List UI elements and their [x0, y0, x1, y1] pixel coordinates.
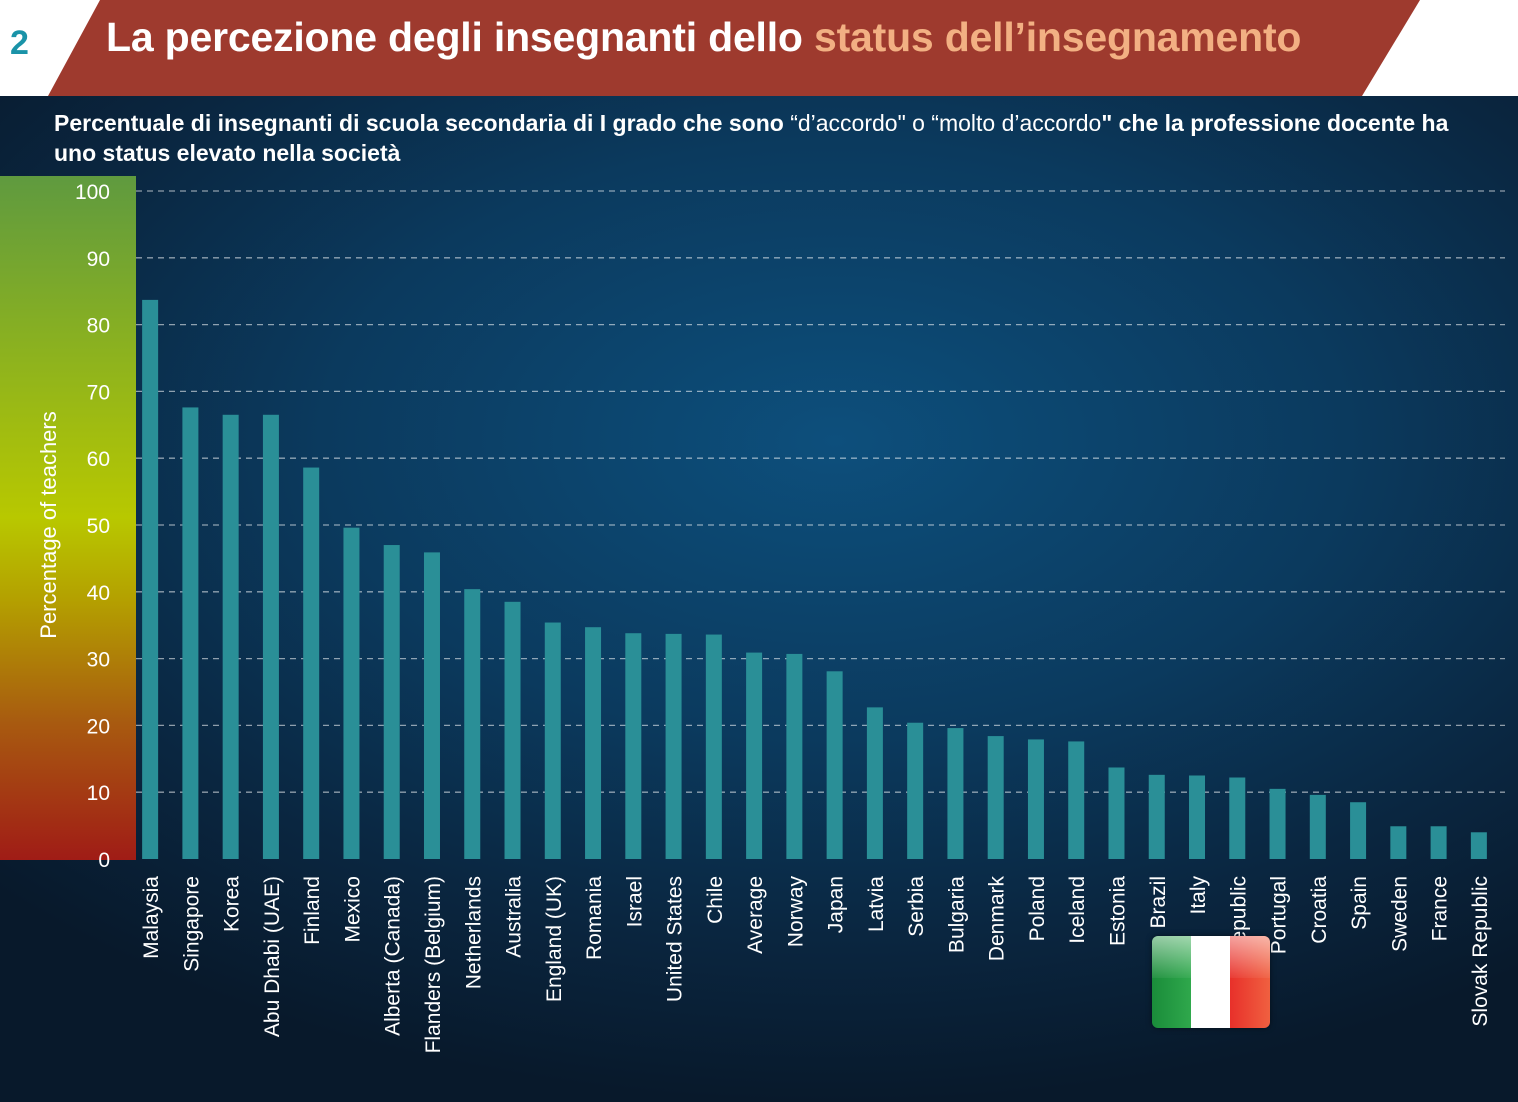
- bar: [1027, 739, 1044, 859]
- bar: [1269, 788, 1286, 859]
- x-tick-label: Alberta (Canada): [382, 876, 405, 1036]
- x-tick-label: Sweden: [1388, 876, 1411, 952]
- subtitle-quote: “d’accordo" o “molto d’accordo: [790, 110, 1102, 136]
- x-tick-label: Slovak Republic: [1469, 876, 1492, 1027]
- slide-number: 2: [10, 24, 29, 62]
- title-main: La percezione degli insegnanti dello: [106, 14, 814, 60]
- bar: [1148, 774, 1165, 859]
- x-tick-label: Malaysia: [140, 876, 163, 959]
- bars: [142, 299, 1487, 859]
- y-tick-labels: 0 10 20 30 40 50 60 70 80 90 100: [75, 181, 110, 872]
- y-axis-label: Percentage of teachers: [36, 411, 61, 638]
- x-tick-label: Abu Dhabi (UAE): [261, 876, 284, 1037]
- x-tick-label: Australia: [503, 876, 526, 958]
- bar: [1430, 826, 1447, 859]
- bar: [585, 627, 602, 859]
- page-title: La percezione degli insegnanti dello sta…: [106, 14, 1301, 61]
- bar: [705, 634, 722, 859]
- x-tick-label: Korea: [221, 876, 244, 932]
- bar: [1229, 777, 1246, 859]
- title-highlight: status dell’insegnamento: [813, 14, 1302, 60]
- bar: [262, 414, 279, 859]
- x-tick-label: Finland: [301, 876, 324, 945]
- italy-flag-icon: [1152, 936, 1270, 1028]
- bar: [987, 736, 1004, 859]
- bar: [907, 722, 924, 859]
- bar: [464, 589, 481, 859]
- subtitle-part1: Percentuale di insegnanti di scuola seco…: [54, 110, 791, 136]
- x-tick-label: Poland: [1026, 876, 1049, 941]
- gridlines: [136, 190, 1505, 793]
- x-tick-label: Latvia: [865, 876, 888, 932]
- bar: [1390, 826, 1407, 859]
- y-tick-label: 0: [98, 849, 110, 872]
- bar: [665, 633, 682, 859]
- x-tick-label: Denmark: [986, 876, 1009, 962]
- x-tick-label: Singapore: [180, 876, 203, 972]
- bar: [1350, 802, 1367, 859]
- x-tick-label: Chile: [704, 876, 727, 924]
- bar: [504, 601, 521, 859]
- x-tick-label: Romania: [583, 876, 606, 960]
- x-tick-label: United States: [664, 876, 687, 1002]
- bar: [746, 652, 763, 859]
- bar: [866, 707, 883, 859]
- bar: [786, 653, 803, 859]
- y-tick-label: 100: [75, 181, 110, 204]
- bar: [625, 633, 642, 859]
- bar: [343, 527, 360, 859]
- bar: [544, 622, 561, 859]
- bar: [1108, 767, 1125, 859]
- x-tick-label: Japan: [825, 876, 848, 933]
- x-tick-label: France: [1429, 876, 1452, 941]
- y-tick-label: 50: [87, 515, 110, 538]
- bar: [947, 728, 964, 859]
- x-tick-label: Flanders (Belgium): [422, 876, 445, 1053]
- x-tick-label: Italy: [1187, 876, 1210, 915]
- bar: [1189, 775, 1206, 859]
- bar: [142, 299, 159, 859]
- y-tick-label: 40: [87, 582, 110, 605]
- y-tick-label: 60: [87, 448, 110, 471]
- bar: [1068, 741, 1085, 859]
- x-tick-label: Estonia: [1106, 876, 1129, 946]
- x-tick-label: Spain: [1348, 876, 1371, 930]
- title-bar: [48, 0, 1420, 96]
- bar: [222, 414, 239, 859]
- x-tick-label: Israel: [623, 876, 646, 927]
- chart-subtitle: Percentuale di insegnanti di scuola seco…: [54, 108, 1454, 168]
- x-tick-label: Brazil: [1147, 876, 1170, 929]
- x-tick-label: Netherlands: [462, 876, 485, 989]
- bar: [1470, 832, 1487, 859]
- bar: [826, 671, 843, 859]
- x-tick-label: Serbia: [905, 876, 928, 937]
- x-tick-label: Iceland: [1066, 876, 1089, 944]
- x-tick-label: Mexico: [341, 876, 364, 943]
- y-tick-label: 10: [87, 782, 110, 805]
- y-tick-label: 70: [87, 381, 110, 404]
- y-tick-label: 30: [87, 649, 110, 672]
- header: 2 La percezione degli insegnanti dello s…: [0, 0, 1518, 96]
- y-tick-label: 80: [87, 315, 110, 338]
- y-tick-label: 20: [87, 715, 110, 738]
- bar: [182, 407, 199, 859]
- x-tick-labels: Malaysia Singapore Korea Abu Dhabi (UAE) Fin…: [140, 876, 1492, 1054]
- x-tick-label: Croatia: [1308, 876, 1331, 944]
- y-tick-label: 90: [87, 248, 110, 271]
- bar: [303, 467, 320, 859]
- x-tick-label: Bulgaria: [945, 876, 968, 953]
- bar: [383, 545, 400, 859]
- bar: [423, 552, 440, 859]
- x-tick-label: Portugal: [1268, 876, 1291, 954]
- x-tick-label: England (UK): [543, 876, 566, 1002]
- y-axis-gradient-panel: [0, 176, 136, 860]
- x-tick-label: Norway: [784, 876, 807, 948]
- x-tick-label: Average: [744, 876, 767, 954]
- subtitle-part2: " che la professione docente ha uno stat…: [54, 110, 1449, 166]
- bar: [1309, 794, 1326, 859]
